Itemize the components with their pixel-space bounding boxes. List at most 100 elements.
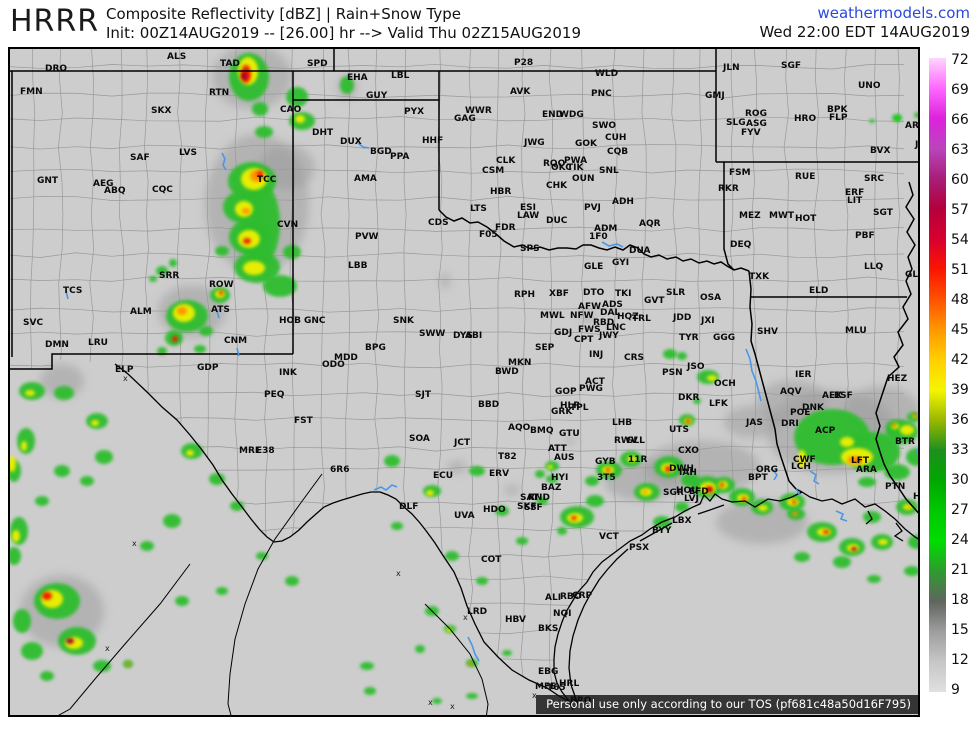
radar-cell [243,261,265,275]
colorbar-tick-label: 24 [951,532,969,548]
station-label: BTR [895,437,915,447]
coastline [553,491,918,711]
station-label: CXO [678,446,699,456]
radar-cell [863,511,881,523]
radar-cell [156,266,168,276]
radar-cell [10,456,16,472]
radar-cell [758,505,768,511]
colorbar-tick-label: 12 [951,652,969,668]
radar-cell [476,577,488,585]
radar-cell [564,437,576,445]
station-label: DUX [340,137,362,147]
station-label: HQZ [617,312,639,322]
station-label: LFT [851,456,870,466]
station-label: BWD [495,367,519,377]
radar-cell [54,465,70,477]
station-label: TYR [679,333,699,343]
station-label: ABI [465,331,482,341]
station-label: ERF [845,188,864,198]
station-label: ALM [130,307,152,317]
radar-cell [95,450,113,464]
colorbar-tick-label: 63 [951,142,969,158]
station-label: ADS [602,300,623,310]
station-label: HUM [913,492,920,502]
station-label: TCC [257,175,277,185]
radar-cell [54,386,74,400]
station-label: ODO [322,360,345,370]
radar-cell [21,441,27,451]
station-label: EFD [689,487,709,497]
colorbar-tick-label: 66 [951,112,969,128]
station-label: HYI [551,473,568,483]
station-label: IER [795,370,811,380]
radar-cell [495,506,509,516]
station-label: GDP [197,363,219,373]
station-label: ELP [115,365,134,375]
radar-cell [263,275,297,297]
station-label: PPA [390,152,409,162]
station-label: JAS [745,418,763,428]
station-label: HDO [483,505,506,515]
station-label: GDJ [554,328,572,338]
station-label: BYY [652,526,672,536]
rio-grande-border [114,363,571,703]
station-label: TPL [570,403,589,413]
station-label: RUE [795,172,815,182]
station-label: ATS [211,305,230,315]
station-label: AEG [93,179,114,189]
station-label: TIK [567,163,584,173]
station-label: GNT [37,176,59,186]
station-label: FMN [20,87,43,97]
radar-cell [175,596,189,606]
radar-cell [896,116,900,120]
station-label: FLP [829,113,848,123]
station-label: ACT [585,377,606,387]
station-label: BBD [478,400,499,410]
site-link[interactable]: weathermodels.com [817,4,970,22]
station-label: CVN [277,220,298,230]
station-label: POE [790,408,810,418]
station-label: GYB [595,457,616,467]
colorbar-tick-label: 60 [951,172,969,188]
station-label: LBL [391,71,410,81]
station-label: HBV [505,615,526,625]
station-label: HRL [559,679,579,689]
station-label: FST [294,416,314,426]
radar-cell [440,273,450,289]
station-label: SJT [415,390,432,400]
radar-cell [17,428,35,454]
station-label: E38 [256,446,275,456]
station-label: GOP [555,387,577,397]
station-label: LNC [606,323,626,333]
radar-cell [199,326,213,336]
station-label: DTO [583,288,605,298]
radar-cell [504,485,520,495]
station-label: DRI [781,419,799,429]
station-label: JSO [686,362,705,372]
header: HRRR Composite Reflectivity [dBZ] | Rain… [0,0,980,46]
colorbar-tick-label: 45 [951,322,969,338]
station-label: LVS [179,148,197,158]
radar-cell [241,72,247,80]
station-label: HEZ [887,374,908,384]
station-label: MLU [845,326,867,336]
radar-cell [172,336,178,342]
radar-cell [186,450,194,456]
radar-cell [219,291,223,295]
station-label: HLR [560,401,580,411]
station-labels: ALS TAD SPD DRO EHA LBL FMN RTN GUY SKX CAO P28 WLD A… [20,52,920,706]
station-label: GGG [713,333,735,343]
station-label: JWY [598,331,619,341]
station-label: SNL [599,166,619,176]
radar-cell [557,527,567,535]
radar-cell [243,238,251,244]
radar-cell [10,517,28,545]
valid-local-time: Wed 22:00 EDT 14AUG2019 [759,23,970,41]
radar-cell [40,671,54,681]
station-label: ORG [756,465,778,475]
station-label: FDR [495,223,516,233]
radar-cell [25,390,35,396]
radar-cell [255,126,273,138]
station-label: GLL [626,436,645,446]
radar-cell [432,698,442,704]
